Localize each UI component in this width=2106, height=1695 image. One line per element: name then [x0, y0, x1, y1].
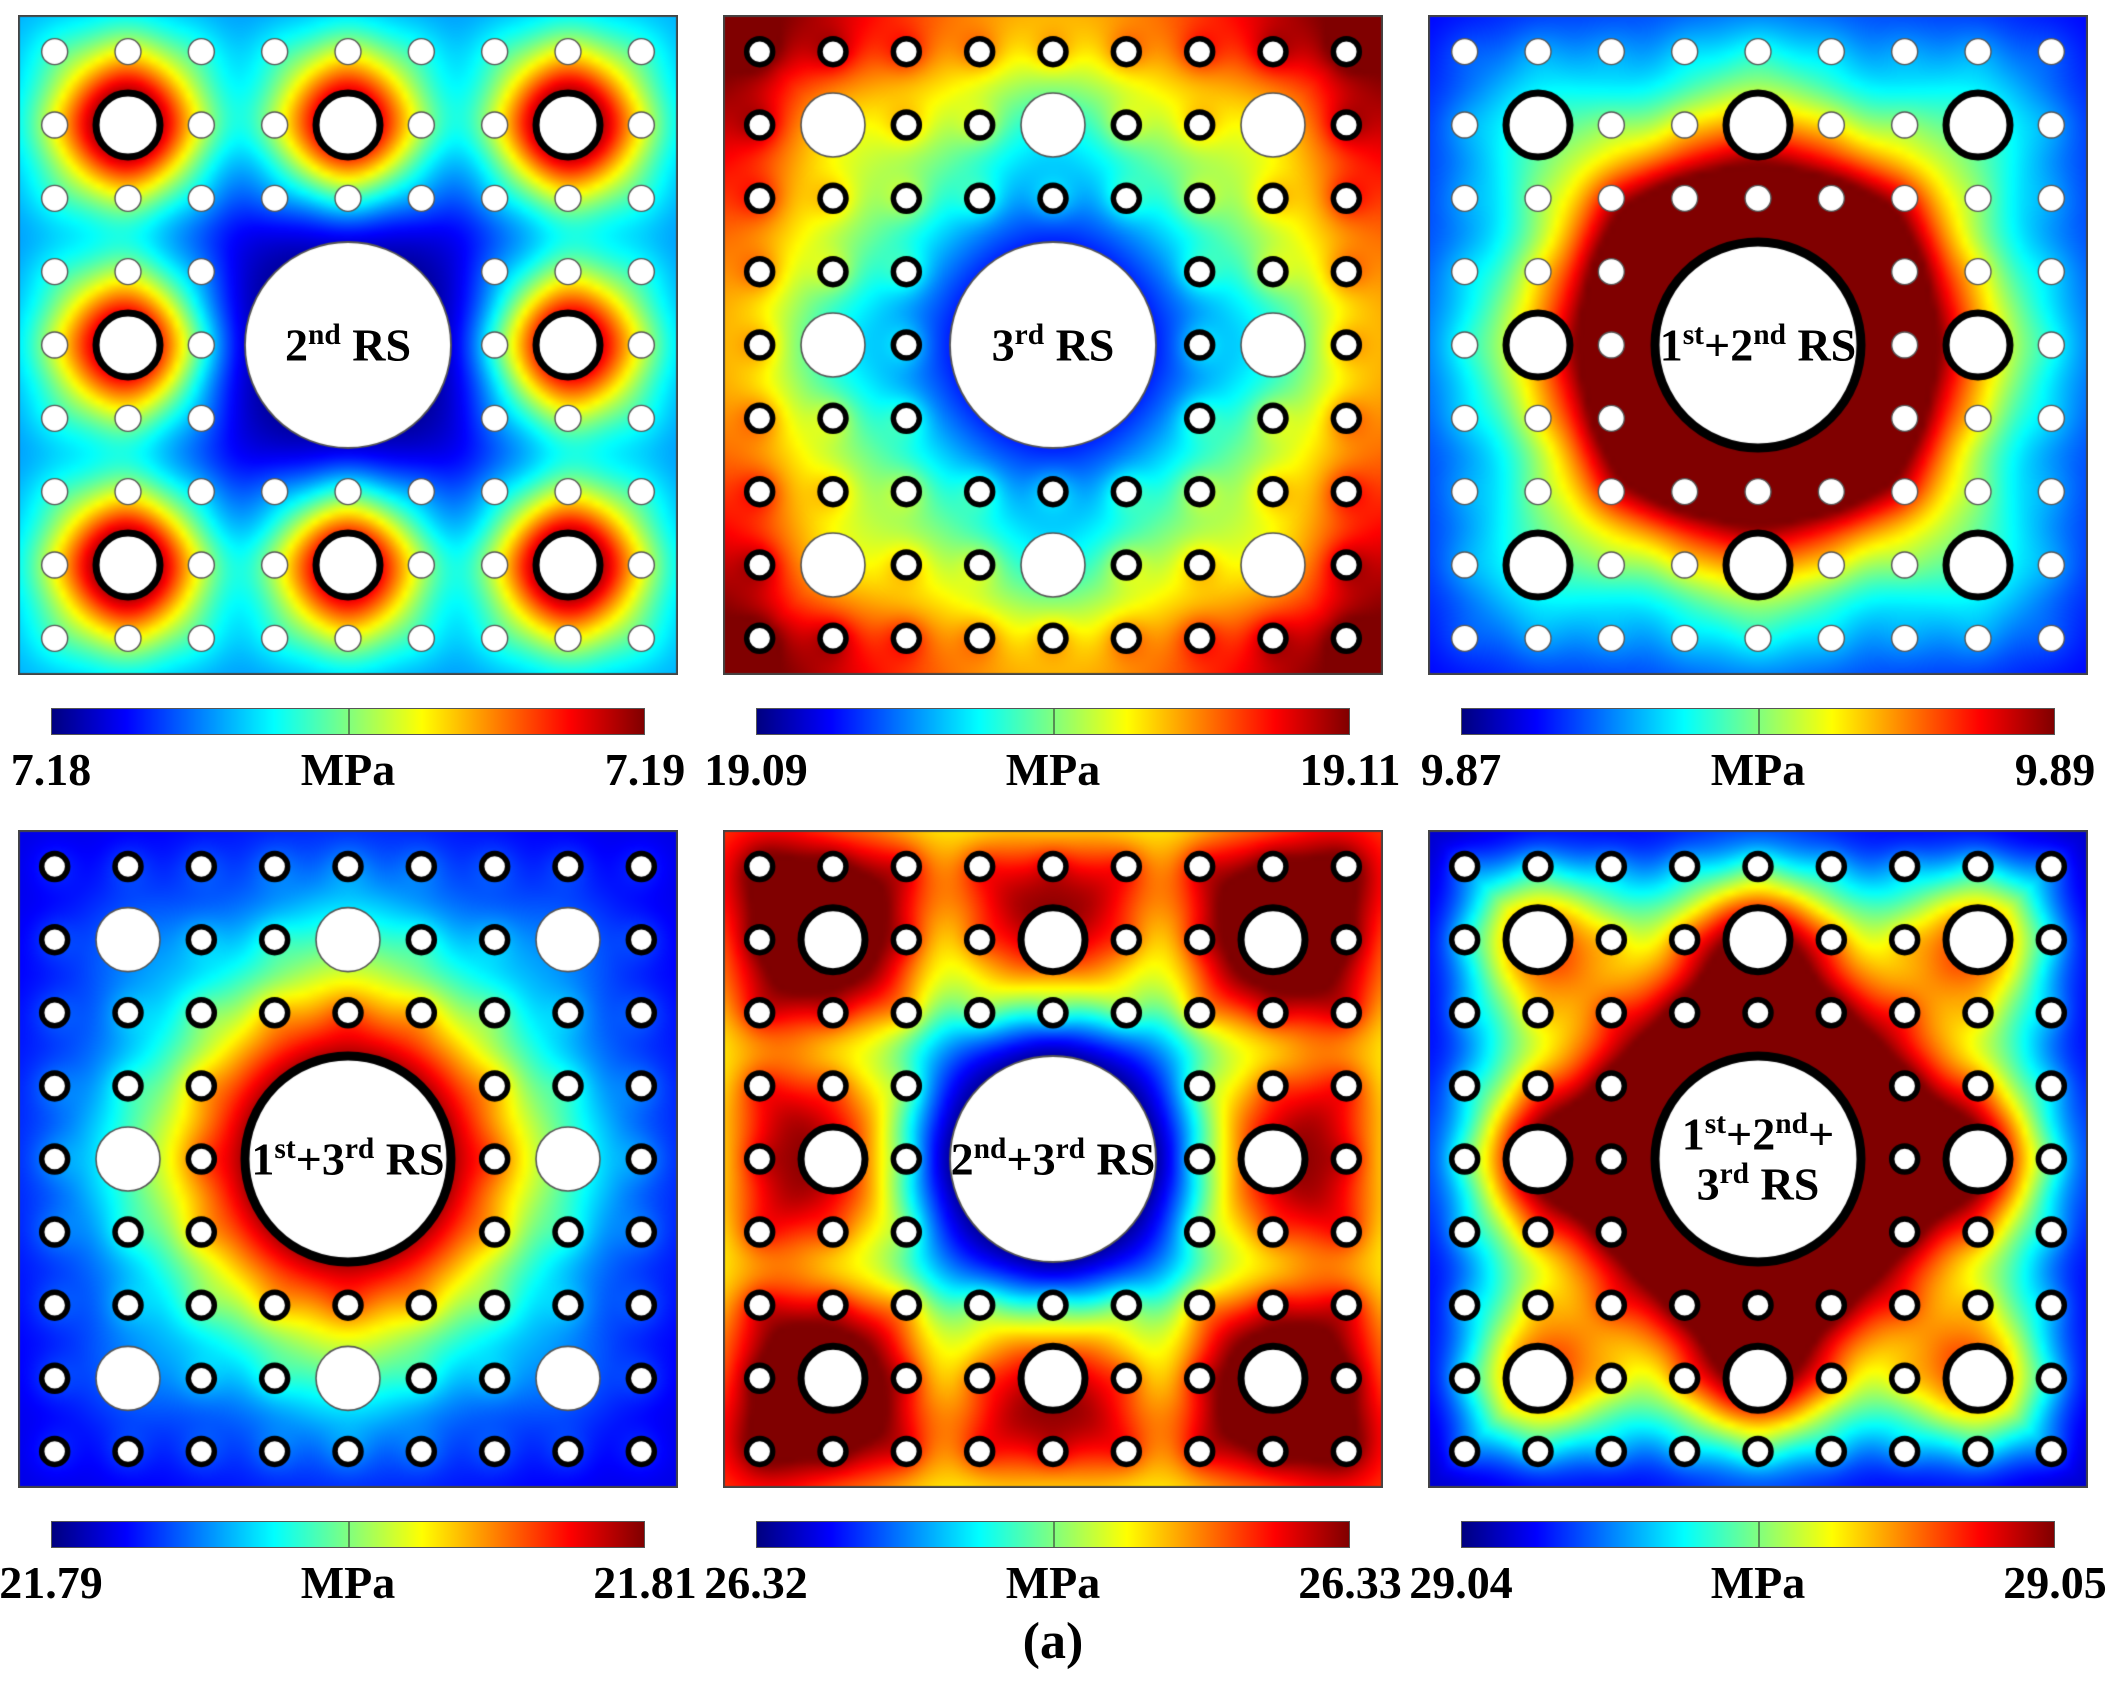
stress-field-canvas-1st-3rd-rs [18, 830, 678, 1488]
colorbar-labels-3rd-rs: 19.09 MPa 19.11 [704, 742, 1400, 798]
panel-1st-2nd-3rd-rs: 1st+2nd+ 3rd RS [1428, 830, 2088, 1488]
panel-3rd-rs: 3rd RS [723, 15, 1383, 675]
colorbar-unit: MPa [1005, 744, 1101, 795]
colorbar-2nd-3rd-rs [756, 1521, 1350, 1548]
colorbar-max-value: 26.33 [1298, 1557, 1402, 1608]
colorbar-center-tick [1053, 1522, 1055, 1547]
colorbar-unit: MPa [1710, 744, 1806, 795]
colorbar-labels-2nd-rs: 7.18 MPa 7.19 [11, 742, 686, 798]
colorbar-labels-1st-2nd-3rd-rs: 29.04 MPa 29.05 [1409, 1555, 2106, 1611]
colorbar-1st-3rd-rs [51, 1521, 645, 1548]
colorbar-group-3rd-rs: 19.09 MPa 19.11 [704, 708, 1400, 818]
colorbar-unit: MPa [1710, 1557, 1806, 1608]
colorbar-unit: MPa [300, 1557, 396, 1608]
colorbar-min-value: 7.18 [10, 744, 92, 795]
stress-field-canvas-3rd-rs [723, 15, 1383, 675]
panel-2nd-3rd-rs: 2nd+3rd RS [723, 830, 1383, 1488]
colorbar-center-tick [1758, 1522, 1760, 1547]
panel-1st-2nd-rs: 1st+2nd RS [1428, 15, 2088, 675]
colorbar-group-1st-2nd-3rd-rs: 29.04 MPa 29.05 [1409, 1521, 2106, 1631]
colorbar-center-tick [348, 709, 350, 734]
colorbar-labels-2nd-3rd-rs: 26.32 MPa 26.33 [704, 1555, 1402, 1611]
colorbar-max-value: 29.05 [2003, 1557, 2106, 1608]
colorbar-group-1st-3rd-rs: 21.79 MPa 21.81 [0, 1521, 697, 1631]
colorbar-1st-2nd-3rd-rs [1461, 1521, 2055, 1548]
colorbar-min-value: 19.09 [704, 744, 808, 795]
colorbar-min-value: 26.32 [704, 1557, 808, 1608]
figure-caption: (a) [1022, 1613, 1084, 1670]
stress-field-canvas-2nd-rs [18, 15, 678, 675]
colorbar-center-tick [1053, 709, 1055, 734]
colorbar-unit: MPa [300, 744, 396, 795]
colorbar-max-value: 7.19 [604, 744, 686, 795]
colorbar-group-2nd-3rd-rs: 26.32 MPa 26.33 [704, 1521, 1402, 1631]
colorbar-labels-1st-3rd-rs: 21.79 MPa 21.81 [0, 1555, 697, 1611]
colorbar-center-tick [348, 1522, 350, 1547]
colorbar-labels-1st-2nd-rs: 9.87 MPa 9.89 [1421, 742, 2096, 798]
colorbar-1st-2nd-rs [1461, 708, 2055, 735]
colorbar-group-1st-2nd-rs: 9.87 MPa 9.89 [1421, 708, 2096, 818]
colorbar-3rd-rs [756, 708, 1350, 735]
colorbar-max-value: 19.11 [1299, 744, 1401, 795]
colorbar-center-tick [1758, 709, 1760, 734]
colorbar-2nd-rs [51, 708, 645, 735]
colorbar-unit: MPa [1005, 1557, 1101, 1608]
colorbar-group-2nd-rs: 7.18 MPa 7.19 [11, 708, 686, 818]
colorbar-min-value: 9.87 [1420, 744, 1502, 795]
colorbar-min-value: 29.04 [1409, 1557, 1513, 1608]
stress-field-canvas-1st-2nd-rs [1428, 15, 2088, 675]
stress-field-canvas-2nd-3rd-rs [723, 830, 1383, 1488]
stress-field-canvas-1st-2nd-3rd-rs [1428, 830, 2088, 1488]
colorbar-max-value: 9.89 [2014, 744, 2096, 795]
colorbar-min-value: 21.79 [0, 1557, 103, 1608]
panel-2nd-rs: 2nd RS [18, 15, 678, 675]
panel-1st-3rd-rs: 1st+3rd RS [18, 830, 678, 1488]
colorbar-max-value: 21.81 [593, 1557, 697, 1608]
